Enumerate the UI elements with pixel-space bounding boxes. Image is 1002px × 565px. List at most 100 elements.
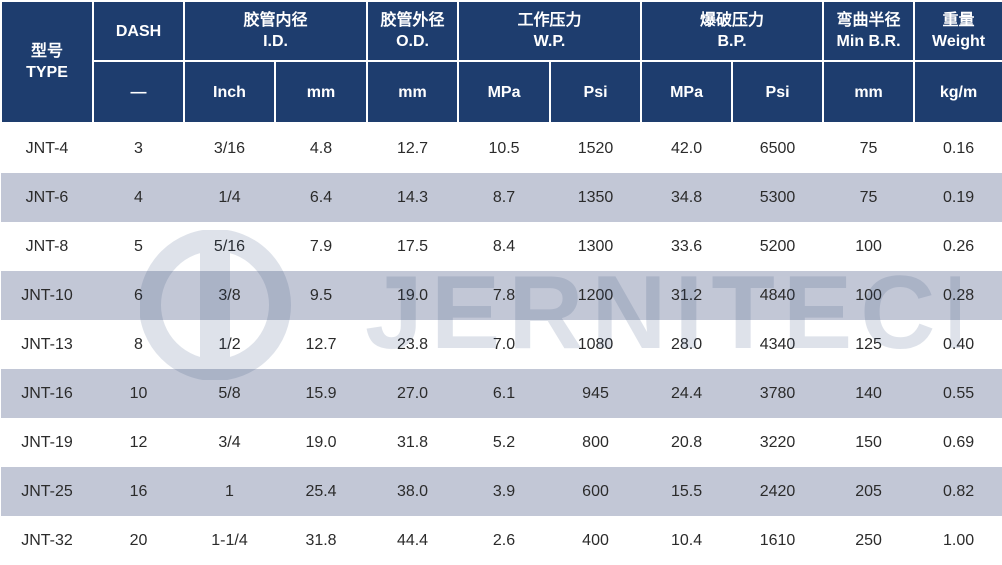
header-mbr-en: Min B.R.	[836, 33, 901, 50]
cell-dash: 3	[93, 123, 184, 173]
cell-mbr-mm: 100	[823, 222, 915, 271]
cell-dash: 16	[93, 467, 184, 516]
cell-bp-psi: 4840	[732, 271, 824, 320]
cell-type: JNT-6	[1, 173, 93, 222]
cell-id-inch: 5/16	[184, 222, 275, 271]
cell-type: JNT-19	[1, 418, 93, 467]
cell-bp-mpa: 34.8	[641, 173, 733, 222]
cell-mbr-mm: 125	[823, 320, 915, 369]
cell-id-inch: 5/8	[184, 369, 275, 418]
cell-id-mm: 15.9	[275, 369, 368, 418]
cell-wp-psi: 1200	[550, 271, 642, 320]
header-od: 胶管外径 O.D.	[366, 0, 460, 62]
cell-bp-psi: 4340	[732, 320, 824, 369]
cell-wp-mpa: 8.4	[458, 222, 551, 271]
cell-wp-mpa: 3.9	[458, 467, 551, 516]
header-mbr: 弯曲半径 Min B.R.	[822, 0, 916, 62]
cell-id-mm: 9.5	[275, 271, 368, 320]
cell-id-mm: 7.9	[275, 222, 368, 271]
table-body: JNT-4 3 3/16 4.8 12.7 10.5 1520 42.0 6500 75 0.16 J…	[1, 123, 1002, 565]
cell-mbr-mm: 75	[823, 123, 915, 173]
cell-dash: 6	[93, 271, 184, 320]
cell-wp-mpa: 7.0	[458, 320, 551, 369]
cell-od-mm: 44.4	[367, 516, 459, 565]
cell-id-mm: 4.8	[275, 123, 368, 173]
unit-weight-kgm: kg/m	[913, 60, 1002, 124]
cell-od-mm: 14.3	[367, 173, 459, 222]
header-id-en: I.D.	[263, 33, 288, 50]
header-bp: 爆破压力 B.P.	[640, 0, 825, 62]
cell-mbr-mm: 100	[823, 271, 915, 320]
cell-bp-psi: 2420	[732, 467, 824, 516]
cell-bp-mpa: 15.5	[641, 467, 733, 516]
unit-mbr-mm: mm	[822, 60, 916, 124]
header-type-en: TYPE	[26, 64, 68, 81]
header-bp-en: B.P.	[717, 33, 747, 50]
cell-id-inch: 1	[184, 467, 275, 516]
cell-bp-mpa: 33.6	[641, 222, 733, 271]
cell-weight: 0.82	[914, 467, 1002, 516]
cell-wp-mpa: 5.2	[458, 418, 551, 467]
table-row: JNT-25 16 1 25.4 38.0 3.9 600 15.5 2420 205 0.82	[1, 467, 1002, 516]
table-header: 型号 TYPE DASH 胶管内径 I.D. 胶管外径 O.D. 工作压力 W.…	[0, 0, 1002, 124]
header-wp-en: W.P.	[533, 33, 566, 50]
cell-od-mm: 27.0	[367, 369, 459, 418]
header-id-zh: 胶管内径	[243, 12, 308, 29]
cell-type: JNT-32	[1, 516, 93, 565]
cell-id-inch: 1-1/4	[184, 516, 275, 565]
cell-wp-mpa: 8.7	[458, 173, 551, 222]
table-row: JNT-16 10 5/8 15.9 27.0 6.1 945 24.4 3780 140 0.55	[1, 369, 1002, 418]
cell-wp-psi: 945	[550, 369, 642, 418]
cell-dash: 5	[93, 222, 184, 271]
cell-id-inch: 1/2	[184, 320, 275, 369]
header-od-zh: 胶管外径	[380, 12, 445, 29]
unit-wp-mpa: MPa	[457, 60, 552, 124]
cell-weight: 0.55	[914, 369, 1002, 418]
cell-bp-mpa: 42.0	[641, 123, 733, 173]
table-row: JNT-4 3 3/16 4.8 12.7 10.5 1520 42.0 6500 75 0.16	[1, 123, 1002, 173]
cell-dash: 4	[93, 173, 184, 222]
cell-type: JNT-4	[1, 123, 93, 173]
header-mbr-zh: 弯曲半径	[836, 12, 901, 29]
cell-id-mm: 31.8	[275, 516, 368, 565]
cell-wp-psi: 400	[550, 516, 642, 565]
table-row: JNT-13 8 1/2 12.7 23.8 7.0 1080 28.0 4340 125 0.40	[1, 320, 1002, 369]
cell-bp-mpa: 10.4	[641, 516, 733, 565]
table-row: JNT-10 6 3/8 9.5 19.0 7.8 1200 31.2 4840 100 0.28	[1, 271, 1002, 320]
cell-bp-psi: 5300	[732, 173, 824, 222]
cell-id-inch: 3/8	[184, 271, 275, 320]
header-wp: 工作压力 W.P.	[457, 0, 643, 62]
cell-wp-mpa: 2.6	[458, 516, 551, 565]
header-weight-en: Weight	[932, 33, 986, 50]
cell-mbr-mm: 150	[823, 418, 915, 467]
cell-id-mm: 6.4	[275, 173, 368, 222]
cell-dash: 10	[93, 369, 184, 418]
cell-type: JNT-25	[1, 467, 93, 516]
cell-wp-mpa: 6.1	[458, 369, 551, 418]
unit-od-mm: mm	[366, 60, 460, 124]
header-dash-label: DASH	[115, 22, 162, 40]
cell-wp-psi: 1080	[550, 320, 642, 369]
cell-weight: 1.00	[914, 516, 1002, 565]
cell-wp-psi: 600	[550, 467, 642, 516]
header-dash: DASH	[92, 0, 185, 62]
table-row: JNT-32 20 1-1/4 31.8 44.4 2.6 400 10.4 1610 250 1.…	[1, 516, 1002, 565]
cell-bp-psi: 3220	[732, 418, 824, 467]
cell-od-mm: 23.8	[367, 320, 459, 369]
cell-type: JNT-10	[1, 271, 93, 320]
table-row: JNT-8 5 5/16 7.9 17.5 8.4 1300 33.6 5200 100 0.26	[1, 222, 1002, 271]
cell-bp-mpa: 28.0	[641, 320, 733, 369]
cell-bp-psi: 3780	[732, 369, 824, 418]
header-id: 胶管内径 I.D.	[182, 0, 369, 62]
cell-weight: 0.40	[914, 320, 1002, 369]
header-weight-zh: 重量	[942, 12, 975, 29]
cell-id-inch: 1/4	[184, 173, 275, 222]
cell-od-mm: 12.7	[367, 123, 459, 173]
unit-dash: —	[92, 60, 185, 124]
cell-id-inch: 3/4	[184, 418, 275, 467]
cell-wp-mpa: 7.8	[458, 271, 551, 320]
header-type-zh: 型号	[30, 43, 63, 60]
cell-mbr-mm: 205	[823, 467, 915, 516]
cell-mbr-mm: 250	[823, 516, 915, 565]
